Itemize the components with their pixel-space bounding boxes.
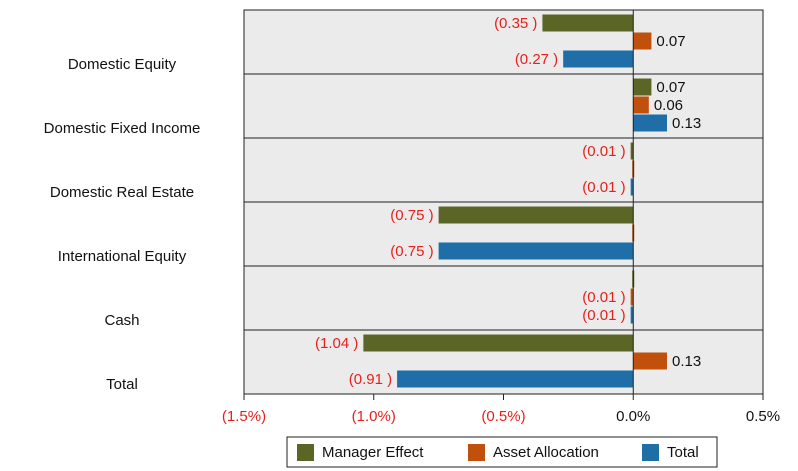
y-tick-label: Total — [106, 376, 138, 393]
legend-label: Manager Effect — [322, 444, 424, 461]
value-label: (0.01 ) — [582, 289, 625, 306]
x-tick-label: (0.5%) — [481, 408, 525, 425]
value-label: (0.91 ) — [349, 371, 392, 388]
value-label: (0.01 ) — [582, 143, 625, 160]
bar — [563, 50, 634, 68]
value-label: 0.07 — [656, 79, 685, 96]
bar — [633, 78, 652, 96]
bar — [630, 288, 634, 306]
value-label: 0.06 — [654, 97, 683, 114]
bar — [630, 142, 634, 160]
bar — [630, 306, 634, 324]
y-tick-label: International Equity — [58, 248, 187, 265]
value-label: 0.13 — [672, 115, 701, 132]
x-tick-label: (1.5%) — [222, 408, 266, 425]
value-label: 0.07 — [656, 33, 685, 50]
legend-label: Total — [667, 444, 699, 461]
value-label: (0.27 ) — [515, 51, 558, 68]
value-label: (0.35 ) — [494, 15, 537, 32]
y-tick-label: Cash — [104, 312, 139, 329]
bar — [630, 178, 634, 196]
bar — [633, 352, 667, 370]
legend-label: Asset Allocation — [493, 444, 599, 461]
bar — [633, 96, 649, 114]
bar — [438, 242, 634, 260]
value-label: (0.01 ) — [582, 307, 625, 324]
legend-swatch — [642, 444, 659, 461]
value-label: 0.13 — [672, 353, 701, 370]
x-tick-label: 0.5% — [746, 408, 780, 425]
bar — [397, 370, 634, 388]
bar — [438, 206, 634, 224]
y-tick-label: Domestic Real Estate — [50, 184, 194, 201]
bar — [633, 32, 652, 50]
bar — [363, 334, 634, 352]
value-label: (0.01 ) — [582, 179, 625, 196]
x-tick-label: (1.0%) — [352, 408, 396, 425]
y-tick-label: Domestic Fixed Income — [44, 120, 201, 137]
x-tick-label: 0.0% — [616, 408, 650, 425]
value-label: (0.75 ) — [390, 207, 433, 224]
legend-swatch — [297, 444, 314, 461]
value-label: (0.75 ) — [390, 243, 433, 260]
bar — [633, 114, 667, 132]
y-tick-label: Domestic Equity — [68, 56, 177, 73]
bar — [542, 14, 634, 32]
legend-swatch — [468, 444, 485, 461]
value-label: (1.04 ) — [315, 335, 358, 352]
